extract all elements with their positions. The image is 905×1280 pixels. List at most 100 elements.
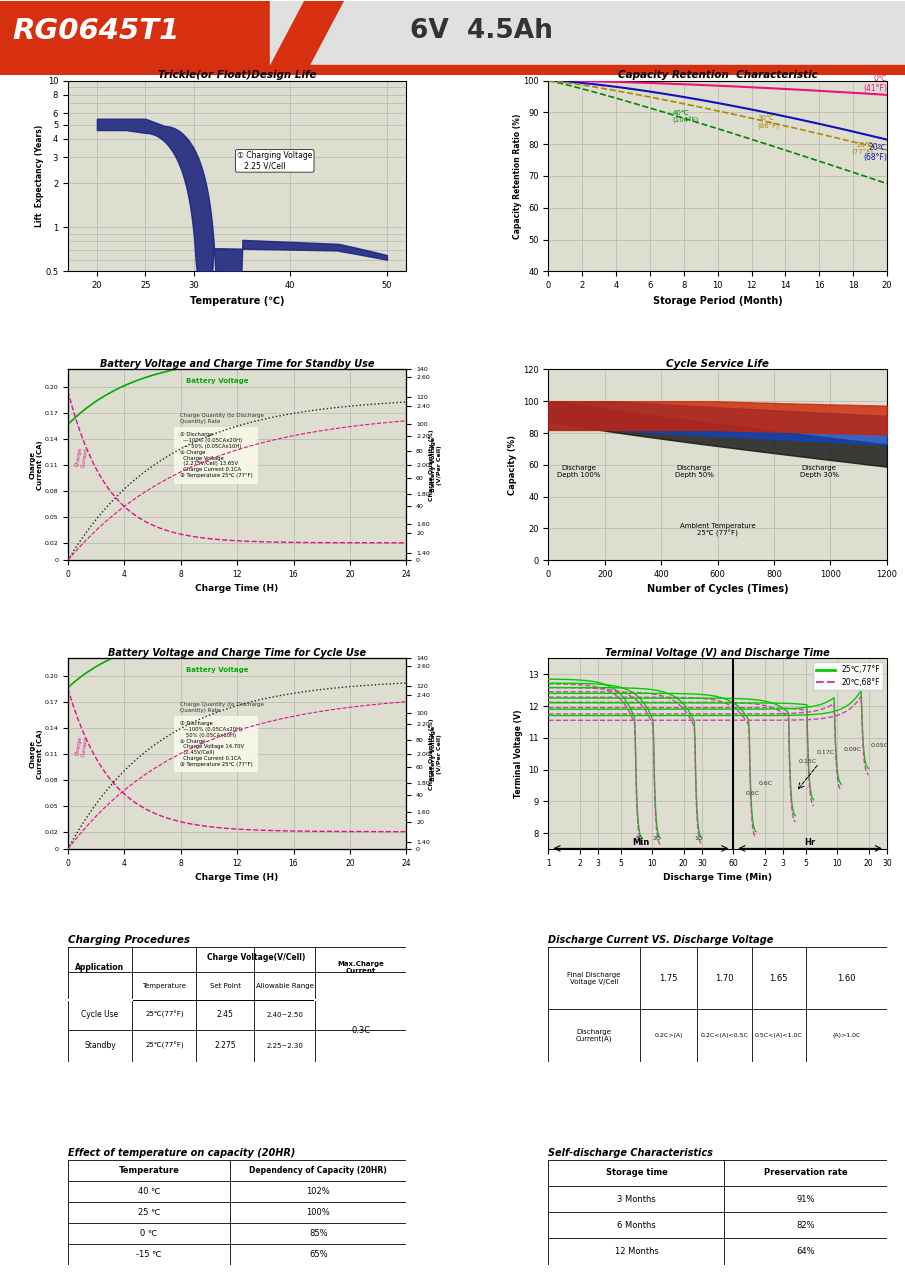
Text: ① Charging Voltage
   2.25 V/Cell: ① Charging Voltage 2.25 V/Cell	[237, 151, 312, 170]
Text: 0.6C: 0.6C	[746, 791, 759, 796]
Title: Trickle(or Float)Design Life: Trickle(or Float)Design Life	[157, 70, 317, 79]
Y-axis label: Charge
Current (CA): Charge Current (CA)	[30, 728, 43, 778]
Text: 100%: 100%	[307, 1208, 330, 1217]
Text: 3C: 3C	[634, 836, 643, 841]
Text: 2.45: 2.45	[217, 1010, 233, 1019]
Y-axis label: Capacity (%): Capacity (%)	[509, 435, 518, 495]
Text: (A)>1.0C: (A)>1.0C	[832, 1033, 861, 1038]
Text: 1.65: 1.65	[769, 974, 788, 983]
Text: 0.05C: 0.05C	[871, 744, 889, 749]
X-axis label: Charge Time (H): Charge Time (H)	[195, 585, 279, 594]
Text: 1.70: 1.70	[715, 974, 734, 983]
Text: 0.2C>(A): 0.2C>(A)	[654, 1033, 683, 1038]
Text: 40℃
(104°F): 40℃ (104°F)	[672, 110, 699, 124]
Text: Storage time: Storage time	[605, 1169, 667, 1178]
Y-axis label: Charge Quantity (%): Charge Quantity (%)	[429, 718, 434, 790]
Text: 3 Months: 3 Months	[617, 1194, 656, 1203]
Bar	[270, 0, 905, 67]
Text: Effect of temperature on capacity (20HR): Effect of temperature on capacity (20HR)	[68, 1148, 295, 1157]
Text: 0.25C: 0.25C	[798, 759, 816, 764]
X-axis label: Temperature (℃): Temperature (℃)	[190, 296, 284, 306]
Bar	[0, 0, 310, 67]
Text: Self-discharge Characteristics: Self-discharge Characteristics	[548, 1148, 713, 1157]
Legend: 25℃,77°F, 20℃,68°F: 25℃,77°F, 20℃,68°F	[813, 662, 883, 690]
Text: Cycle Use: Cycle Use	[81, 1010, 119, 1019]
Text: 2.25~2.30: 2.25~2.30	[266, 1043, 303, 1048]
Text: 12 Months: 12 Months	[614, 1247, 659, 1256]
Y-axis label: Terminal Voltage (V): Terminal Voltage (V)	[513, 709, 522, 797]
Text: 0.09C: 0.09C	[843, 746, 862, 751]
Text: Hr: Hr	[805, 838, 815, 847]
Polygon shape	[270, 0, 345, 67]
Text: 0.3C: 0.3C	[351, 1025, 370, 1034]
Text: Set Point: Set Point	[210, 983, 241, 989]
Title: Battery Voltage and Charge Time for Standby Use: Battery Voltage and Charge Time for Stan…	[100, 358, 375, 369]
Title: Battery Voltage and Charge Time for Cycle Use: Battery Voltage and Charge Time for Cycl…	[108, 648, 367, 658]
Text: 2.40~2.50: 2.40~2.50	[266, 1011, 303, 1018]
Text: 30℃
(86°F): 30℃ (86°F)	[757, 115, 779, 129]
Text: 25℃
(77°F): 25℃ (77°F)	[852, 142, 873, 156]
Text: 0.6C: 0.6C	[758, 782, 773, 786]
Text: 6V  4.5Ah: 6V 4.5Ah	[410, 18, 553, 44]
Text: ① Discharge
  —100% (0.05CAx20H)
  — 50% (0.05CAx10H)
② Charge
  Charge Voltage
: ① Discharge —100% (0.05CAx20H) — 50% (0.…	[179, 433, 252, 477]
Text: 0 ℃: 0 ℃	[140, 1229, 157, 1238]
Text: Application: Application	[75, 964, 125, 973]
Text: 91%: 91%	[796, 1194, 814, 1203]
Text: 102%: 102%	[307, 1187, 330, 1196]
Text: 0℃
(41°F): 0℃ (41°F)	[863, 74, 887, 93]
Text: Discharge
Depth 50%: Discharge Depth 50%	[674, 465, 713, 477]
X-axis label: Storage Period (Month): Storage Period (Month)	[653, 296, 783, 306]
Text: Battery Voltage: Battery Voltage	[186, 667, 249, 673]
Text: Dependency of Capacity (20HR): Dependency of Capacity (20HR)	[250, 1166, 387, 1175]
Text: Charging Procedures: Charging Procedures	[68, 934, 190, 945]
Text: ① Discharge
  —100% (0.05CAx20H)
   50% (0.05CAx10H)
② Charge
  Charge Voltage 1: ① Discharge —100% (0.05CAx20H) 50% (0.05…	[179, 721, 252, 767]
Text: 1.75: 1.75	[660, 974, 678, 983]
Text: 0.2C<(A)<0.5C: 0.2C<(A)<0.5C	[700, 1033, 748, 1038]
Text: 0.17C: 0.17C	[816, 750, 834, 755]
Text: 1.60: 1.60	[837, 974, 855, 983]
Y-axis label: Charge Quantity (%): Charge Quantity (%)	[429, 429, 434, 500]
Y-axis label: Battery Voltage
(V/Per Cell): Battery Voltage (V/Per Cell)	[432, 726, 443, 781]
Text: Charge
Current: Charge Current	[74, 735, 89, 756]
Text: 2.275: 2.275	[214, 1041, 236, 1050]
Polygon shape	[310, 0, 395, 67]
Text: Charge Voltage(V/Cell): Charge Voltage(V/Cell)	[206, 954, 305, 963]
Text: 85%: 85%	[309, 1229, 328, 1238]
Y-axis label: Charge
Current (CA): Charge Current (CA)	[30, 440, 43, 490]
Text: Max.Charge
Current: Max.Charge Current	[338, 961, 384, 974]
Title: Terminal Voltage (V) and Discharge Time: Terminal Voltage (V) and Discharge Time	[605, 648, 830, 658]
Y-axis label: Lift  Expectancy (Years): Lift Expectancy (Years)	[34, 125, 43, 227]
Text: Charge
Current: Charge Current	[74, 445, 89, 467]
Text: 64%: 64%	[796, 1247, 815, 1256]
Text: Charge Quantity (to Discharge
Quantity) Rate: Charge Quantity (to Discharge Quantity) …	[179, 701, 263, 713]
Text: Discharge
Depth 30%: Discharge Depth 30%	[800, 465, 839, 477]
X-axis label: Number of Cycles (Times): Number of Cycles (Times)	[647, 585, 788, 594]
Text: 25℃(77°F): 25℃(77°F)	[145, 1011, 184, 1019]
Text: Temperature: Temperature	[119, 1166, 179, 1175]
Text: Battery Voltage: Battery Voltage	[186, 378, 249, 384]
Text: Allowable Range: Allowable Range	[255, 983, 313, 989]
Text: 25℃(77°F): 25℃(77°F)	[145, 1042, 184, 1050]
Text: Ambient Temperature
25℃ (77°F): Ambient Temperature 25℃ (77°F)	[680, 522, 756, 536]
Text: Min: Min	[633, 838, 650, 847]
Text: Discharge
Current(A): Discharge Current(A)	[576, 1029, 613, 1042]
Text: 6 Months: 6 Months	[617, 1221, 656, 1230]
Text: Standby: Standby	[84, 1041, 116, 1050]
X-axis label: Charge Time (H): Charge Time (H)	[195, 873, 279, 882]
Title: Cycle Service Life: Cycle Service Life	[666, 358, 769, 369]
Text: Temperature: Temperature	[142, 983, 186, 989]
Text: Discharge
Depth 100%: Discharge Depth 100%	[557, 465, 601, 477]
Text: Final Discharge
Voltage V/Cell: Final Discharge Voltage V/Cell	[567, 972, 621, 984]
Text: 65%: 65%	[309, 1249, 328, 1258]
Bar	[0, 65, 905, 74]
X-axis label: Discharge Time (Min): Discharge Time (Min)	[663, 873, 772, 882]
Text: -15 ℃: -15 ℃	[137, 1249, 162, 1258]
Text: Discharge Current VS. Discharge Voltage: Discharge Current VS. Discharge Voltage	[548, 934, 774, 945]
Text: 1C: 1C	[694, 836, 702, 841]
Text: Preservation rate: Preservation rate	[764, 1169, 847, 1178]
Y-axis label: Battery Voltage
(V/Per Cell): Battery Voltage (V/Per Cell)	[432, 438, 443, 493]
Title: Capacity Retention  Characteristic: Capacity Retention Characteristic	[618, 70, 817, 79]
Text: 20℃
(68°F): 20℃ (68°F)	[863, 143, 887, 163]
Y-axis label: Capacity Retention Ratio (%): Capacity Retention Ratio (%)	[512, 114, 521, 238]
Text: 82%: 82%	[796, 1221, 815, 1230]
